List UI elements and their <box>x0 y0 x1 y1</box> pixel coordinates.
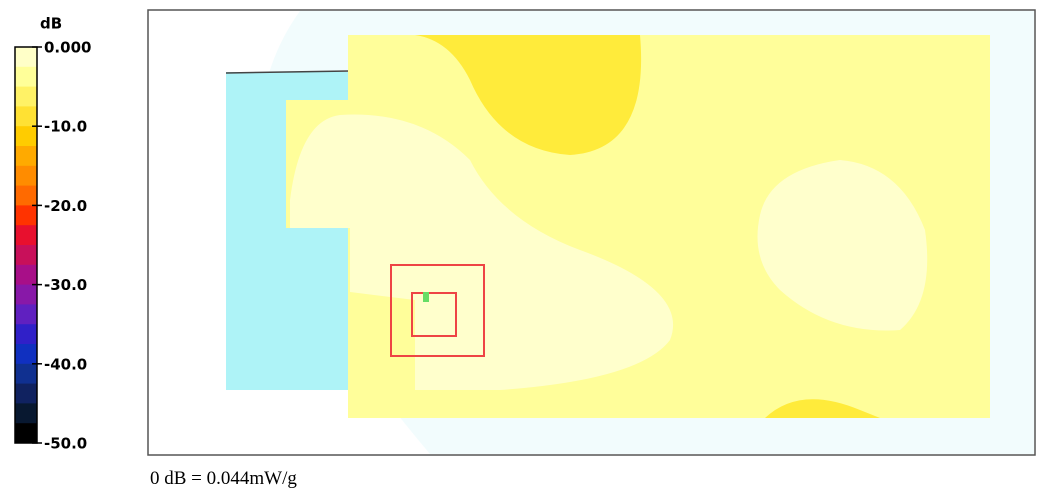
tick-label: -40.0 <box>44 355 87 373</box>
colorbar-segment <box>15 304 37 325</box>
contour-light <box>290 114 674 390</box>
antenna-outer <box>390 264 485 357</box>
edge <box>225 70 351 74</box>
colorbar-segment <box>15 403 37 424</box>
colorbar-segment <box>15 185 37 206</box>
colorbar-segment <box>15 66 37 88</box>
colorbar-segment <box>15 47 37 68</box>
colorbar-segment <box>15 264 37 286</box>
contour-dark-2 <box>765 399 880 418</box>
colorbar-segment <box>15 423 37 444</box>
colorbar-ticks: 0.000 -10.0 -20.0 -30.0 -40.0 -50.0 <box>32 39 91 453</box>
colorbar-segment <box>15 106 37 127</box>
colorbar-segment <box>15 383 37 404</box>
tick-label: -10.0 <box>44 118 87 136</box>
contour-light-2 <box>757 160 928 331</box>
colorbar-segment <box>15 344 37 365</box>
colorbar-segment <box>15 126 37 147</box>
caption: 0 dB = 0.044mW/g <box>150 468 297 489</box>
tick-label: -30.0 <box>44 276 87 294</box>
feed-point <box>423 292 429 302</box>
colorbar-segment <box>15 225 37 246</box>
tick-label: -50.0 <box>44 435 87 453</box>
field-map <box>147 9 1036 456</box>
colorbar-segment <box>15 324 37 345</box>
colorbar-segment <box>15 284 37 305</box>
colorbar-segment <box>15 363 37 385</box>
legend-unit: dB <box>40 15 62 33</box>
antenna-inner <box>411 292 457 337</box>
tick-label: 0.000 <box>44 39 91 57</box>
colorbar-segment <box>15 205 37 226</box>
tick-label: -20.0 <box>44 197 87 215</box>
colorbar-segment <box>15 86 37 107</box>
colorbar-segment <box>15 146 37 167</box>
colorbar-frame <box>14 46 38 444</box>
colorbar-segment <box>15 245 37 266</box>
colorbar-segment <box>15 165 37 187</box>
colorbar <box>15 47 37 444</box>
contour-dark <box>415 35 642 155</box>
